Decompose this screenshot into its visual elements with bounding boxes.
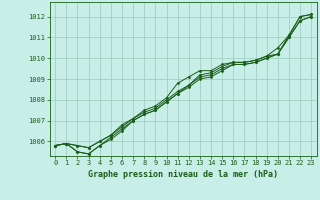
X-axis label: Graphe pression niveau de la mer (hPa): Graphe pression niveau de la mer (hPa) <box>88 170 278 179</box>
